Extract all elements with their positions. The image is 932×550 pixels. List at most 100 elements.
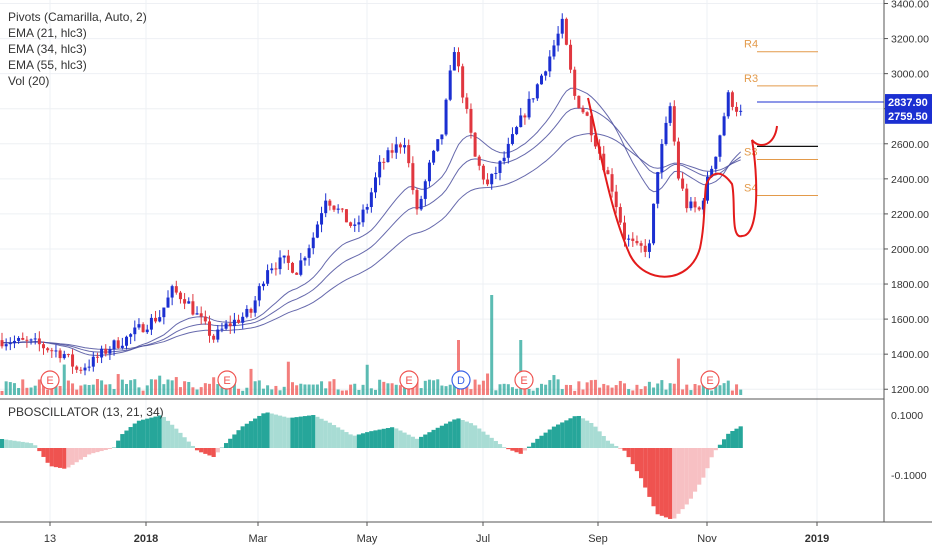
candle-body	[199, 313, 203, 317]
volume-bar	[540, 383, 543, 395]
oscillator-bar	[597, 431, 602, 448]
candle-body	[71, 354, 75, 367]
oscillator-bar	[28, 443, 34, 448]
volume-bar	[104, 384, 108, 395]
volume-bar	[668, 383, 672, 395]
candle-body	[423, 181, 427, 199]
candle-body	[145, 329, 149, 333]
candle-body	[730, 92, 734, 107]
oscillator-bar	[398, 430, 403, 448]
volume-bar	[12, 383, 16, 395]
oscillator-bar	[277, 415, 283, 448]
oscillator-bar	[647, 448, 652, 497]
legend-item-ema-34[interactable]: EMA (34, hlc3)	[8, 42, 87, 56]
candle-body	[676, 141, 680, 179]
candle-body	[494, 172, 498, 174]
legend-item-pivots[interactable]: Pivots (Camarilla, Auto, 2)	[8, 10, 147, 24]
volume-bar	[378, 379, 382, 395]
volume-bar	[689, 390, 693, 395]
oscillator-bar	[464, 421, 469, 448]
oscillator-bar	[489, 437, 494, 448]
candle-body	[344, 209, 348, 223]
oscillator-bar	[62, 448, 67, 469]
volume-bar	[232, 381, 236, 395]
volume-bar	[71, 383, 75, 395]
volume-bar	[79, 385, 83, 395]
oscillator-bar	[37, 448, 42, 452]
volume-bar	[635, 384, 639, 395]
oscillator-bar	[207, 448, 212, 456]
time-tick-label: Sep	[588, 533, 608, 545]
oscillator-bar	[99, 448, 104, 452]
candle-body	[465, 97, 469, 109]
volume-bar	[50, 389, 54, 395]
volume-bar	[519, 340, 523, 395]
volume-bar	[344, 390, 348, 395]
candle-body	[378, 161, 382, 178]
candle-body	[332, 205, 336, 210]
volume-bar	[208, 383, 211, 395]
volume-bar	[203, 383, 207, 395]
oscillator-bar	[481, 431, 486, 448]
time-tick-label: Nov	[697, 533, 717, 545]
candle-body	[718, 135, 722, 157]
oscillator-bar	[543, 432, 548, 448]
volume-bar	[697, 385, 701, 395]
candle-body	[477, 156, 481, 166]
volume-bar	[324, 388, 328, 395]
event-label: D	[457, 375, 465, 387]
volume-bar	[573, 390, 577, 395]
volume-bar	[581, 389, 585, 395]
candle-body	[174, 286, 178, 293]
event-marker	[399, 370, 419, 390]
oscillator-bar	[576, 415, 581, 448]
legend-item-ema-55[interactable]: EMA (55, hlc3)	[8, 58, 87, 72]
candle-body	[261, 283, 265, 287]
candle-body	[340, 208, 344, 210]
volume-bar	[116, 374, 120, 395]
oscillator-bar	[311, 415, 316, 448]
oscillator-title[interactable]: PBOSCILLATOR (13, 21, 34)	[8, 405, 164, 419]
volume-bar	[693, 384, 697, 395]
oscillator-bar	[452, 419, 457, 448]
candle-body	[535, 84, 539, 99]
volume-bar	[261, 388, 265, 395]
oscillator-bar	[526, 446, 532, 448]
volume-bar	[569, 385, 573, 395]
legend-item-vol[interactable]: Vol (20)	[8, 74, 50, 88]
oscillator-bar	[676, 448, 681, 514]
oscillator-bar	[257, 415, 262, 448]
event-marker	[700, 370, 720, 390]
candle-body	[382, 161, 386, 163]
price-label: 2759.50	[888, 111, 928, 123]
oscillator-bar	[124, 430, 129, 448]
oscillator-bar	[153, 416, 158, 448]
oscillator-bar	[601, 436, 606, 448]
oscillator-bar	[298, 416, 303, 448]
volume-bar	[307, 384, 311, 395]
axis-background	[884, 0, 932, 550]
oscillator-bar	[697, 448, 702, 485]
candle-body	[473, 132, 477, 157]
oscillator-bar	[53, 448, 59, 468]
candle-body	[432, 150, 436, 163]
candle-body	[75, 366, 79, 370]
oscillator-bar	[506, 448, 511, 450]
oscillator-bar	[323, 420, 328, 448]
legend-item-ema-21[interactable]: EMA (21, hlc3)	[8, 26, 87, 40]
candle-body	[245, 308, 249, 317]
candle-body	[457, 52, 460, 67]
oscillator-bar	[182, 437, 187, 448]
candle-body	[664, 122, 668, 145]
oscillator-bar	[734, 428, 739, 448]
oscillator-bar	[128, 427, 133, 448]
candle-body	[523, 115, 527, 118]
candle-body	[593, 135, 597, 147]
volume-bar	[282, 386, 286, 395]
volume-bar	[253, 381, 257, 395]
axis-tick-label: 2200.00	[891, 209, 929, 221]
volume-bar	[639, 389, 643, 395]
volume-bar	[589, 380, 593, 395]
